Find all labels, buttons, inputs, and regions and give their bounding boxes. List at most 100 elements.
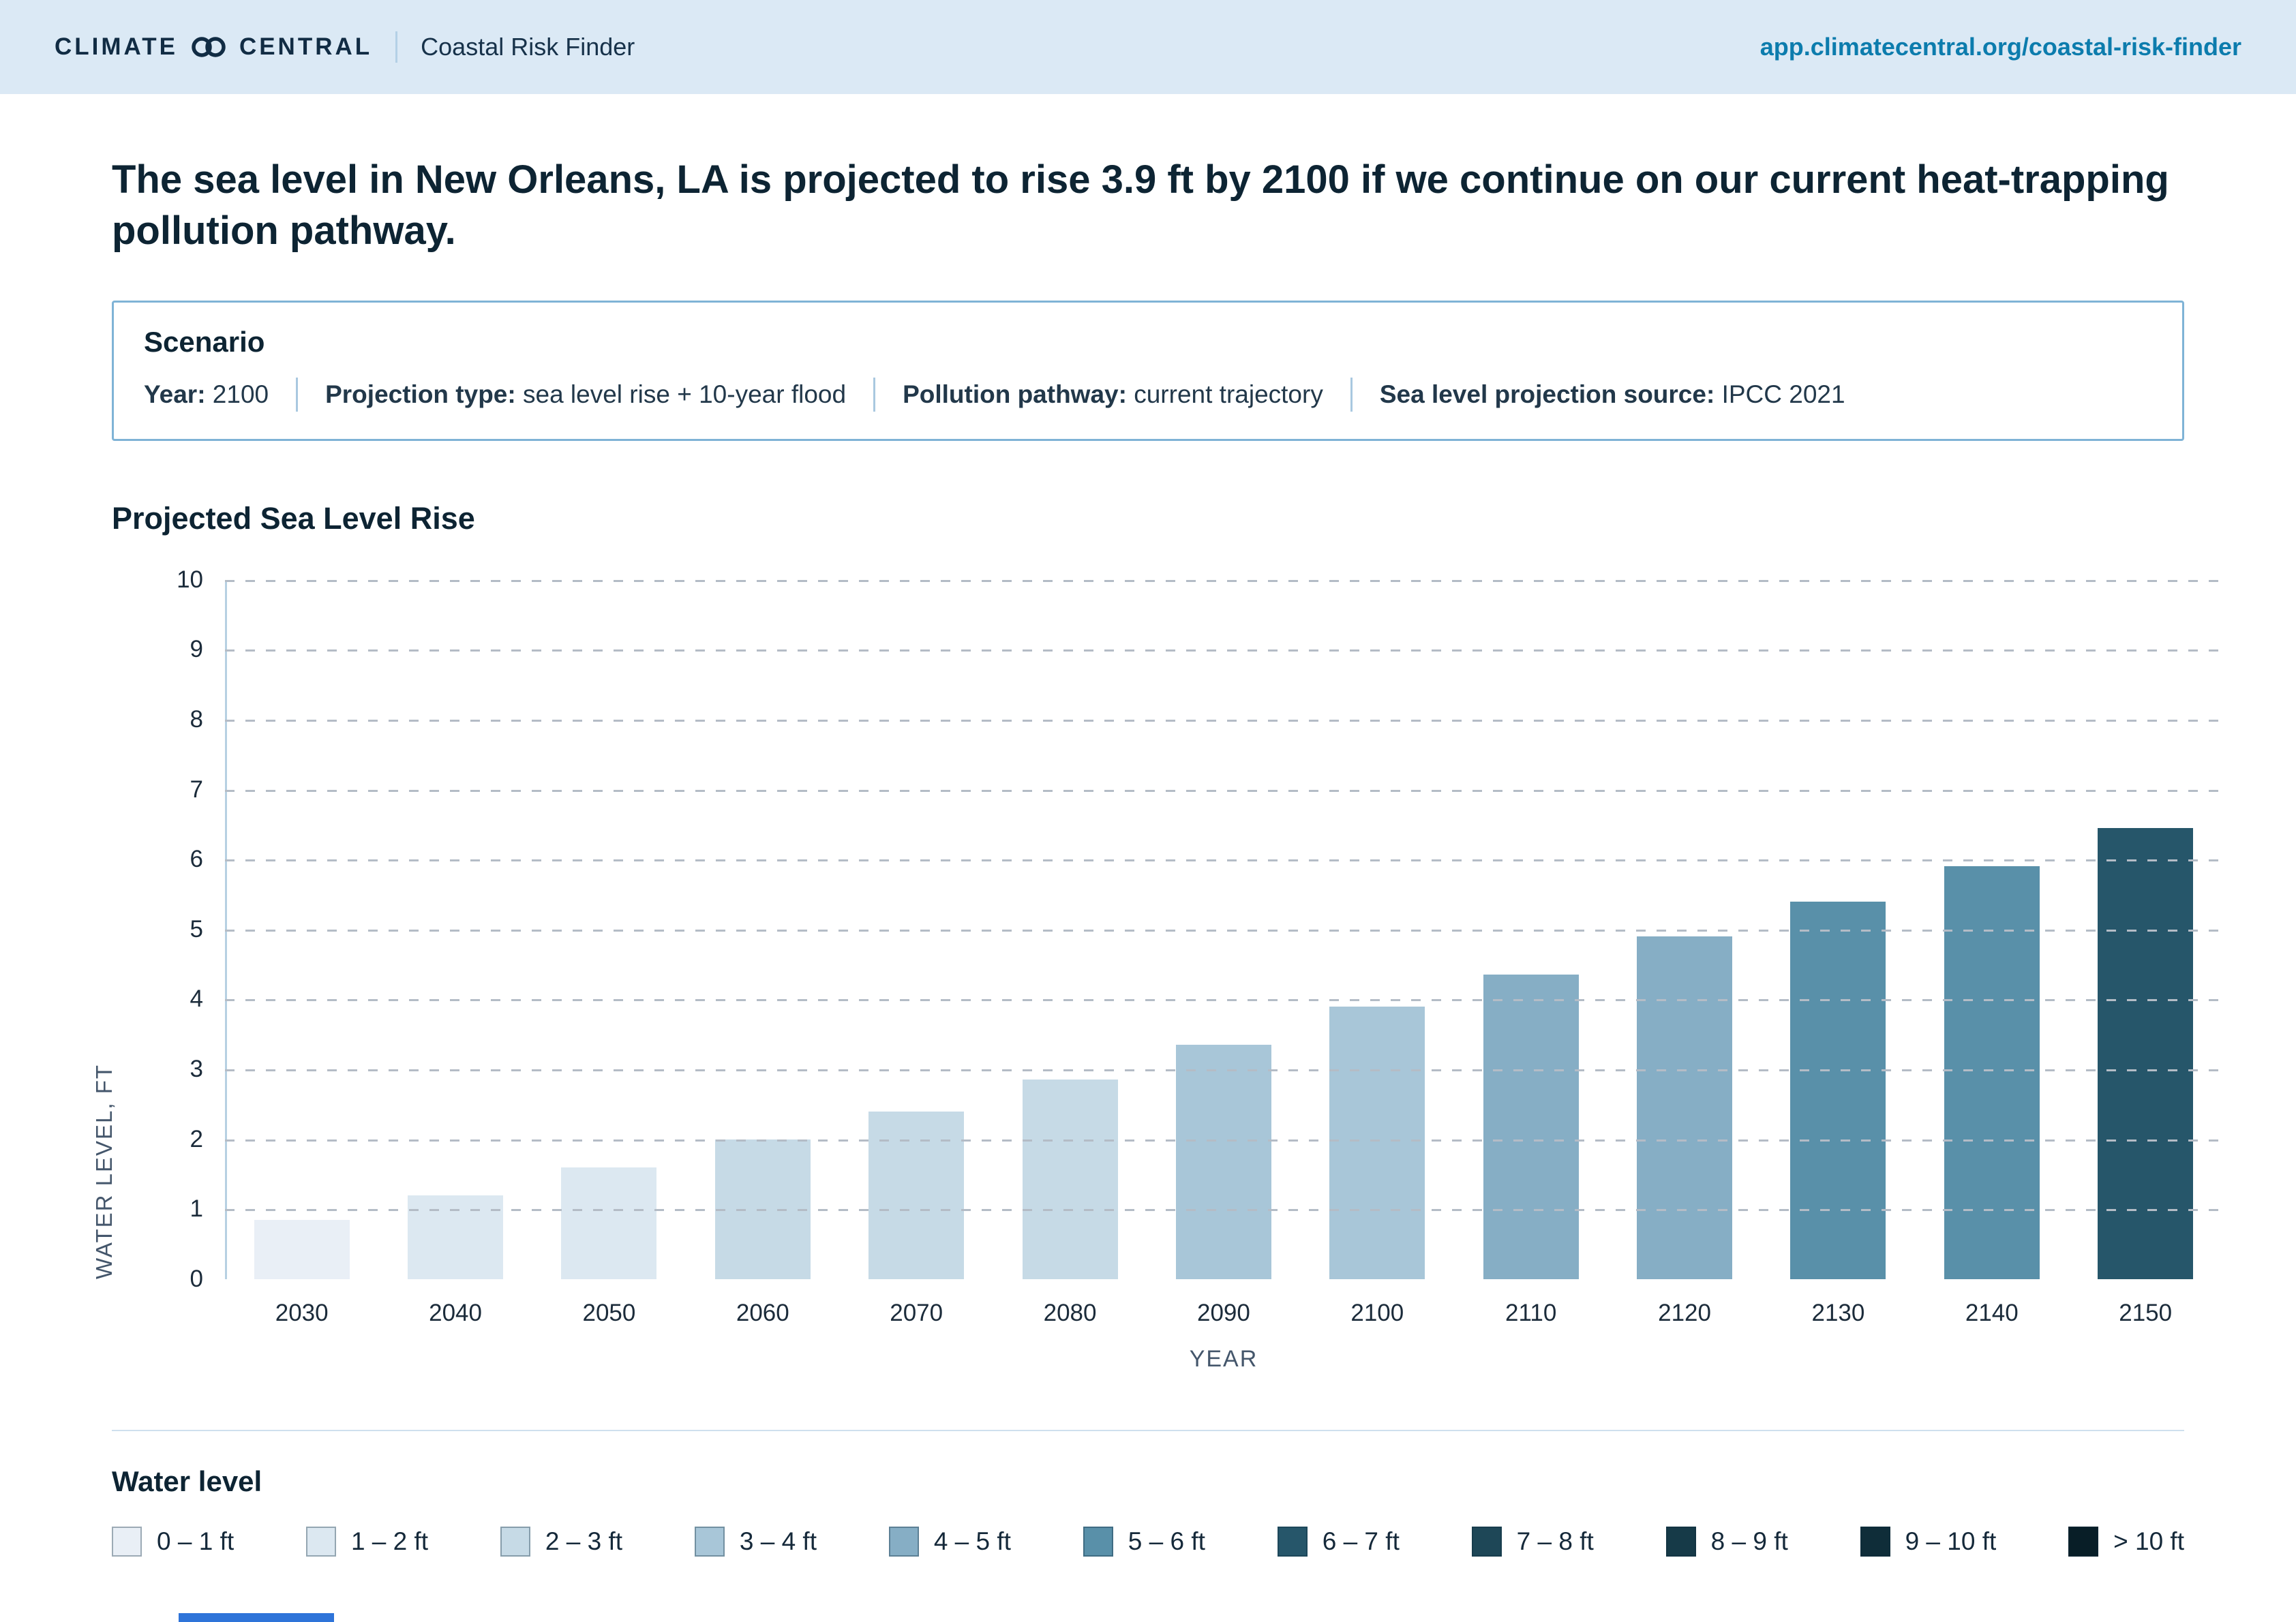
app-url-link[interactable]: app.climatecentral.org/coastal-risk-find…	[1759, 33, 2241, 61]
y-tick-label: 8	[190, 705, 203, 733]
header-divider	[395, 31, 398, 63]
x-tick-label: 2140	[1965, 1299, 2019, 1326]
legend-label: 9 – 10 ft	[1905, 1527, 1997, 1555]
headline: The sea level in New Orleans, LA is proj…	[112, 157, 2169, 254]
gridline	[225, 999, 2222, 1002]
legend-item: 7 – 8 ft	[1471, 1526, 1594, 1557]
bar-column	[1454, 580, 1607, 1279]
scenario-box: Scenario Year: 2100 Projection type: sea …	[112, 300, 2184, 441]
bar-2030[interactable]	[254, 1219, 350, 1279]
scenario-fields: Year: 2100 Projection type: sea level ris…	[144, 377, 2152, 412]
x-tick-label: 2100	[1350, 1299, 1404, 1326]
bar-2090[interactable]	[1175, 1045, 1271, 1279]
legend-item: 5 – 6 ft	[1083, 1526, 1205, 1557]
product-name: Coastal Risk Finder	[421, 33, 635, 61]
legend-label: 0 – 1 ft	[157, 1527, 235, 1555]
legend-title: Water level	[112, 1465, 262, 1497]
gridline	[225, 579, 2222, 582]
chart: WATER LEVEL, FT 0 1 2 3 4 5 6 7 8 9 10 2030 2040 205…	[91, 566, 2222, 1373]
scenario-title: Scenario	[144, 325, 265, 358]
bar-column	[225, 580, 378, 1279]
gridline	[225, 929, 2222, 932]
legend-label: 8 – 9 ft	[1710, 1527, 1788, 1555]
y-tick-label: 4	[190, 985, 203, 1013]
bar-2130[interactable]	[1790, 901, 1886, 1279]
bar-column	[1608, 580, 1762, 1279]
legend-label: 1 – 2 ft	[350, 1527, 429, 1555]
x-tick-label: 2060	[736, 1299, 789, 1326]
legend-swatch	[305, 1526, 336, 1557]
x-tick-label: 2080	[1043, 1299, 1097, 1326]
bar-2070[interactable]	[868, 1111, 965, 1279]
field-divider	[1350, 377, 1353, 412]
bar-2080[interactable]	[1022, 1080, 1118, 1279]
legend-swatch	[500, 1526, 530, 1557]
main-content: The sea level in New Orleans, LA is proj…	[0, 154, 2296, 1557]
legend-swatch	[1860, 1526, 1890, 1557]
legend-label: 6 – 7 ft	[1322, 1527, 1400, 1555]
gridline	[225, 1139, 2222, 1142]
bar-2110[interactable]	[1483, 975, 1579, 1279]
legend-swatch	[1665, 1526, 1696, 1557]
legend-label: 5 – 6 ft	[1128, 1527, 1205, 1555]
y-tick-label: 2	[190, 1125, 203, 1152]
y-tick-label: 3	[190, 1055, 203, 1082]
gridline	[225, 1069, 2222, 1071]
legend-item: 4 – 5 ft	[888, 1526, 1011, 1557]
bar-2120[interactable]	[1637, 936, 1733, 1279]
legend-swatch	[1083, 1526, 1113, 1557]
bar-2150[interactable]	[2098, 828, 2194, 1279]
x-tick-label: 2130	[1811, 1299, 1865, 1326]
y-tick-label: 9	[190, 636, 203, 663]
bar-2140[interactable]	[1944, 866, 2040, 1279]
gridline	[225, 789, 2222, 792]
y-tick-label: 6	[190, 846, 203, 873]
legend-items: 0 – 1 ft 1 – 2 ft 2 – 3 ft 3 – 4 ft 4 – 5 ft…	[112, 1526, 2184, 1557]
x-labels-row: 2030 2040 2050 2060 2070 2080 2090 2100 2110 2120…	[225, 1300, 2222, 1327]
x-tick-label: 2090	[1197, 1299, 1250, 1326]
scenario-field: Sea level projection source: IPCC 2021	[1379, 380, 1845, 408]
climate-central-logo: CLIMATE CENTRAL	[55, 33, 372, 61]
plot-area: WATER LEVEL, FT 0 1 2 3 4 5 6 7 8 9 10	[91, 566, 2222, 1292]
legend-swatch	[2068, 1526, 2099, 1557]
app-header: CLIMATE CENTRAL Coastal Risk Finder app.…	[0, 0, 2296, 94]
gridline	[225, 1209, 2222, 1212]
gridline	[225, 859, 2222, 862]
bar-column	[1762, 580, 1915, 1279]
x-tick-label: 2150	[2119, 1299, 2173, 1326]
x-tick-label: 2030	[275, 1299, 329, 1326]
field-divider	[296, 377, 299, 412]
y-tick-label: 0	[190, 1265, 203, 1292]
bar-column	[2069, 580, 2222, 1279]
brand-word-climate: CLIMATE	[55, 33, 178, 60]
partial-bottom-element	[179, 1613, 334, 1622]
legend-label: 7 – 8 ft	[1516, 1527, 1594, 1555]
y-tick-label: 10	[177, 566, 203, 593]
chart-title: Projected Sea Level Rise	[112, 500, 475, 536]
x-tick-label: 2110	[1505, 1299, 1557, 1326]
legend-label: 4 – 5 ft	[933, 1527, 1011, 1555]
legend-label: > 10 ft	[2113, 1527, 2184, 1555]
bar-2100[interactable]	[1329, 1006, 1425, 1279]
x-tick-label: 2050	[582, 1299, 636, 1326]
y-tick-label: 1	[190, 1195, 203, 1223]
y-tick-label: 5	[190, 915, 203, 943]
bar-column	[993, 580, 1147, 1279]
bar-column	[1147, 580, 1300, 1279]
bar-column	[532, 580, 686, 1279]
gridline	[225, 719, 2222, 722]
bar-column	[1301, 580, 1454, 1279]
bar-2050[interactable]	[561, 1167, 657, 1279]
scenario-field: Pollution pathway: current trajectory	[903, 380, 1323, 408]
field-divider	[873, 377, 876, 412]
legend-separator	[112, 1429, 2184, 1431]
legend-swatch	[1471, 1526, 1502, 1557]
legend-item: 6 – 7 ft	[1277, 1526, 1400, 1557]
y-axis-title: WATER LEVEL, FT	[91, 1063, 117, 1279]
legend-label: 2 – 3 ft	[545, 1527, 623, 1555]
y-tick-label: 7	[190, 776, 203, 803]
legend-item: > 10 ft	[2068, 1526, 2184, 1557]
bar-2040[interactable]	[408, 1195, 504, 1279]
legend-item: 8 – 9 ft	[1665, 1526, 1788, 1557]
legend-item: 2 – 3 ft	[500, 1526, 623, 1557]
